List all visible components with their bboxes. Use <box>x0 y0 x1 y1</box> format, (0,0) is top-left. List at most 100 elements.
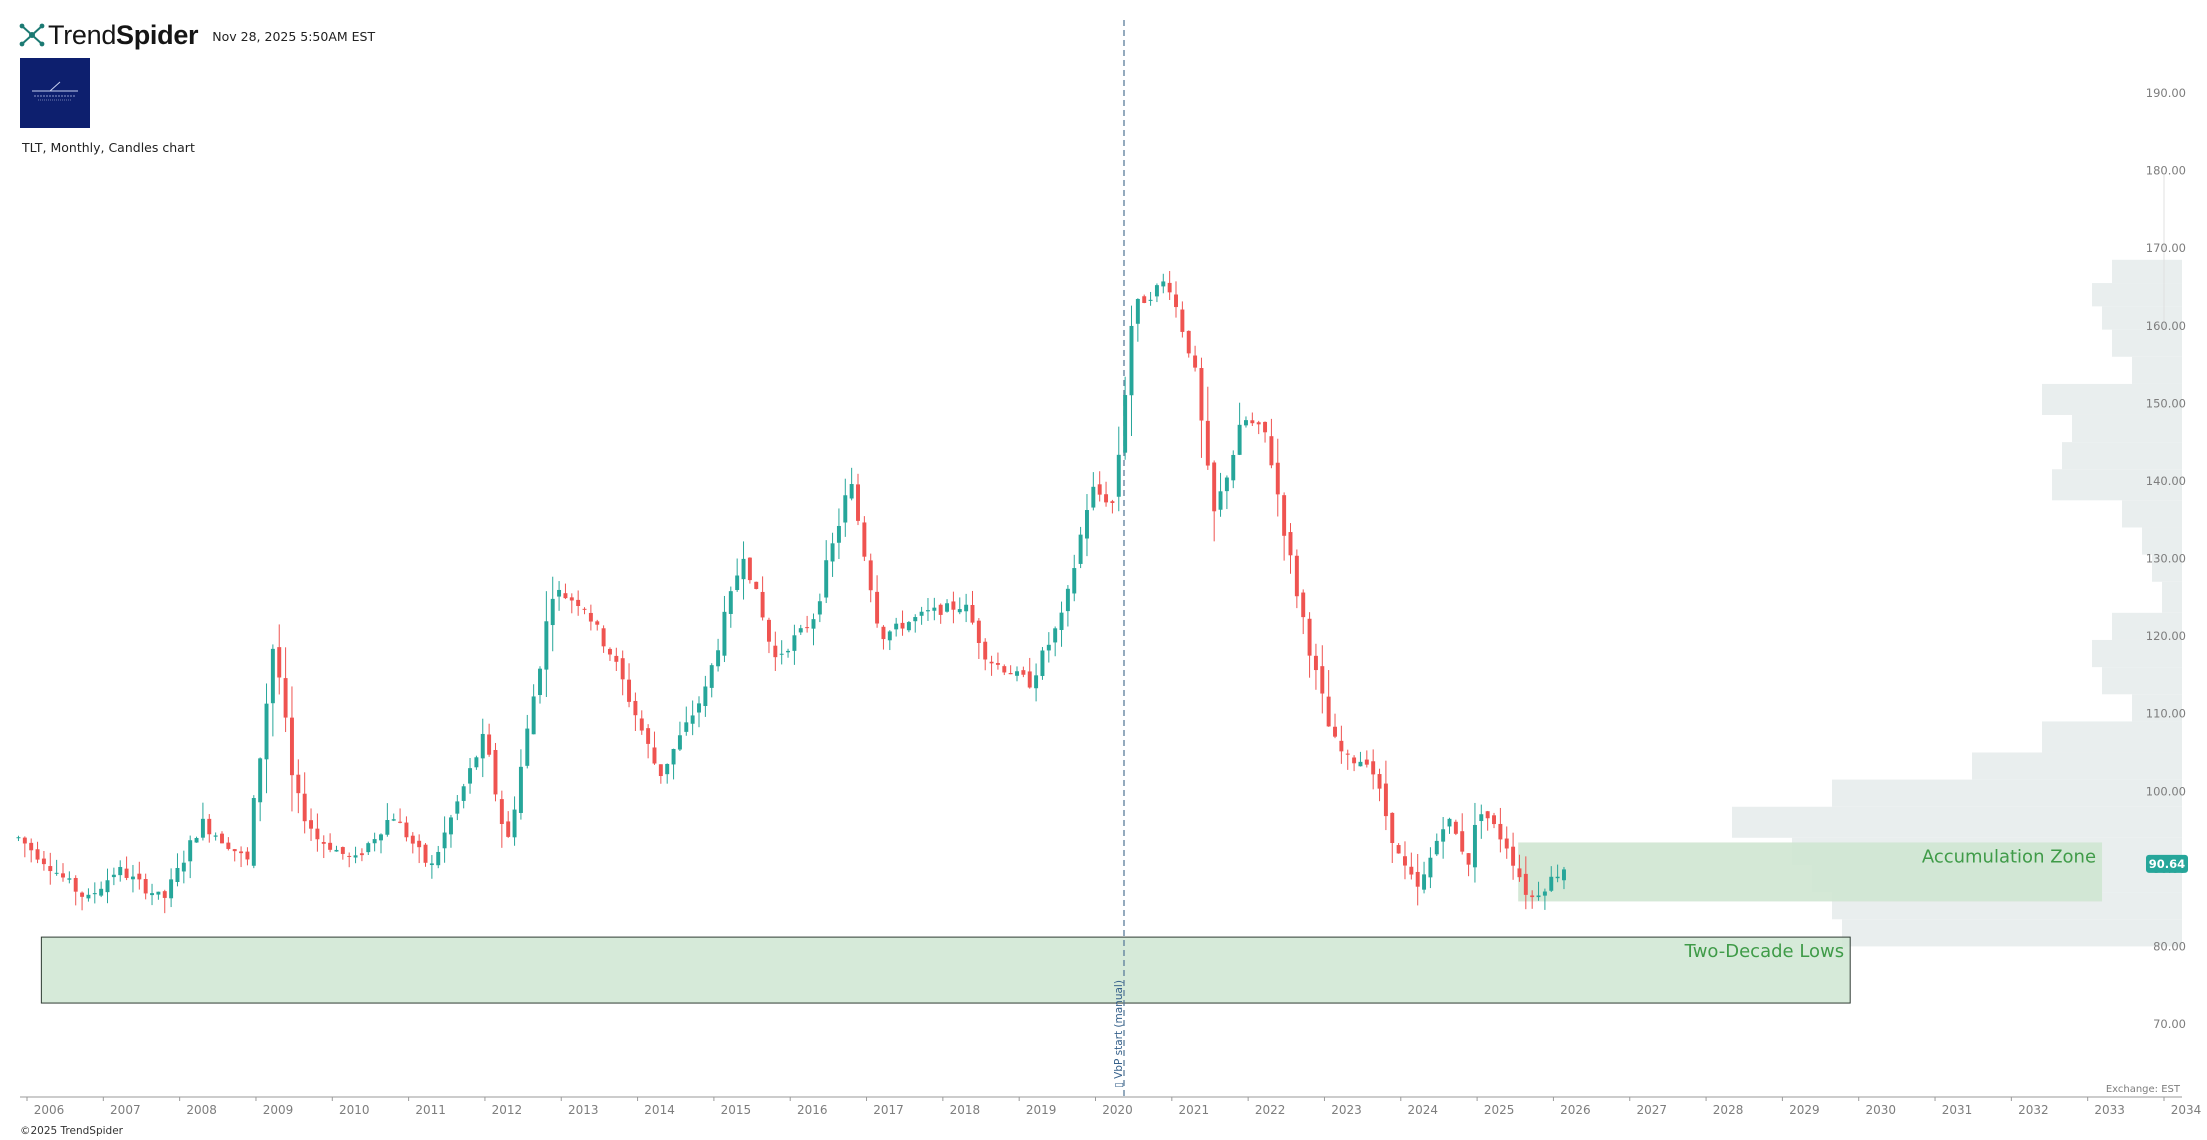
time-axis-tick-label: 2021 <box>1179 1103 1210 1117</box>
candle-body <box>1364 759 1369 765</box>
candle-body <box>1498 823 1503 840</box>
brand-name: TrendSpider <box>48 20 199 51</box>
candle-body <box>220 833 224 844</box>
candle-body <box>1129 325 1134 396</box>
candle-body <box>754 581 759 589</box>
last-price-badge-group: 90.64 <box>2146 854 2188 873</box>
time-axis-tick-label: 2024 <box>1408 1103 1439 1117</box>
candle-body <box>1383 783 1388 817</box>
candle-body <box>1027 671 1032 688</box>
symbol-logo-mark <box>32 81 78 101</box>
candle-body <box>1186 330 1191 354</box>
candle-body <box>417 840 422 848</box>
candle-body <box>455 801 460 814</box>
candle-body <box>353 855 358 858</box>
two-decade-lows-label: Two-Decade Lows <box>1684 941 1845 962</box>
time-axis-tick-label: 2027 <box>1636 1103 1667 1117</box>
candle-body <box>817 601 822 615</box>
candle-body <box>1072 568 1077 594</box>
candle-body <box>544 621 549 670</box>
candle-body <box>423 844 428 863</box>
time-axis-tick-label: 2034 <box>2171 1103 2202 1117</box>
candle-body <box>1542 891 1547 896</box>
candle-body <box>1415 871 1420 887</box>
candle-body <box>16 837 21 839</box>
candle-body <box>1205 420 1210 466</box>
candle-body <box>1002 666 1007 673</box>
time-axis-tick-label: 2032 <box>2018 1103 2049 1117</box>
price-axis-tick-label: 110.00 <box>2146 707 2186 721</box>
candle-body <box>315 828 320 840</box>
candle-body <box>658 764 663 777</box>
candle-body <box>887 631 892 641</box>
candle-body <box>747 557 752 581</box>
candle-body <box>665 763 670 775</box>
candle-body <box>995 663 1000 665</box>
candle-body <box>1313 655 1318 671</box>
price-axis-tick-label: 160.00 <box>2146 319 2186 333</box>
price-axis-tick-label: 80.00 <box>2153 939 2186 953</box>
candle-body <box>957 609 962 613</box>
candle-body <box>518 766 523 813</box>
candle-body <box>1485 811 1490 819</box>
candle-body <box>1492 815 1496 825</box>
candle-body <box>86 894 91 899</box>
candle-body <box>194 837 199 843</box>
candle-body <box>239 851 244 854</box>
candle-body <box>786 650 791 653</box>
candle-body <box>213 835 218 837</box>
price-axis-tick-label: 170.00 <box>2146 241 2186 255</box>
candle-body <box>309 820 314 829</box>
candle-body <box>983 641 988 660</box>
volume-profile-bar <box>2072 414 2182 443</box>
time-axis-tick-label: 2031 <box>1942 1103 1973 1117</box>
candle-body <box>1377 774 1382 789</box>
candle-body <box>1040 650 1045 676</box>
candle-body <box>1154 285 1159 297</box>
candle-body <box>1320 666 1325 694</box>
candle-body <box>1148 299 1153 301</box>
candle-body <box>671 748 676 765</box>
candle-body <box>499 799 504 825</box>
candle-body <box>1358 761 1363 767</box>
candle-body <box>881 626 886 640</box>
time-axis-tick-label: 2023 <box>1331 1103 1362 1117</box>
candle-body <box>569 597 574 601</box>
candle-body <box>1333 726 1337 737</box>
candle-body <box>321 842 326 844</box>
volume-profile-bar <box>2042 383 2182 415</box>
candle-body <box>964 604 969 612</box>
candle-body <box>894 623 899 630</box>
candle-body <box>1142 296 1147 303</box>
candle-body <box>35 849 40 860</box>
candle-body <box>385 820 390 835</box>
two-decade-lows-zone[interactable] <box>40 936 1851 1004</box>
candle-body <box>328 842 333 850</box>
candle-body <box>137 873 142 880</box>
candle-body <box>302 793 307 822</box>
candle-body <box>1231 454 1236 481</box>
candle-body <box>181 862 186 872</box>
candle-body <box>614 655 619 662</box>
volume-profile-bar <box>1732 806 2182 838</box>
time-axis-tick-label: 2015 <box>721 1103 752 1117</box>
volume-profile-bar <box>2102 667 2182 695</box>
candle-body <box>1409 866 1414 875</box>
candle-body <box>735 575 740 590</box>
candle-body <box>1294 555 1299 597</box>
candle-body <box>1275 462 1280 495</box>
candle-body <box>379 834 383 841</box>
candle-body <box>1441 829 1446 842</box>
candle-body <box>1263 421 1268 433</box>
vbp-start-label: ▯ VbP start (manual) <box>1113 980 1125 1088</box>
time-axis-tick-label: 2011 <box>415 1103 446 1117</box>
candle-body <box>448 817 453 835</box>
candle-body <box>531 696 536 735</box>
candle-body <box>538 668 542 696</box>
candle-body <box>150 893 155 896</box>
candle-body <box>1046 644 1051 651</box>
volume-profile-bar <box>2132 694 2182 722</box>
accumulation-zone[interactable] <box>1518 842 2103 902</box>
candle-body <box>258 758 263 803</box>
